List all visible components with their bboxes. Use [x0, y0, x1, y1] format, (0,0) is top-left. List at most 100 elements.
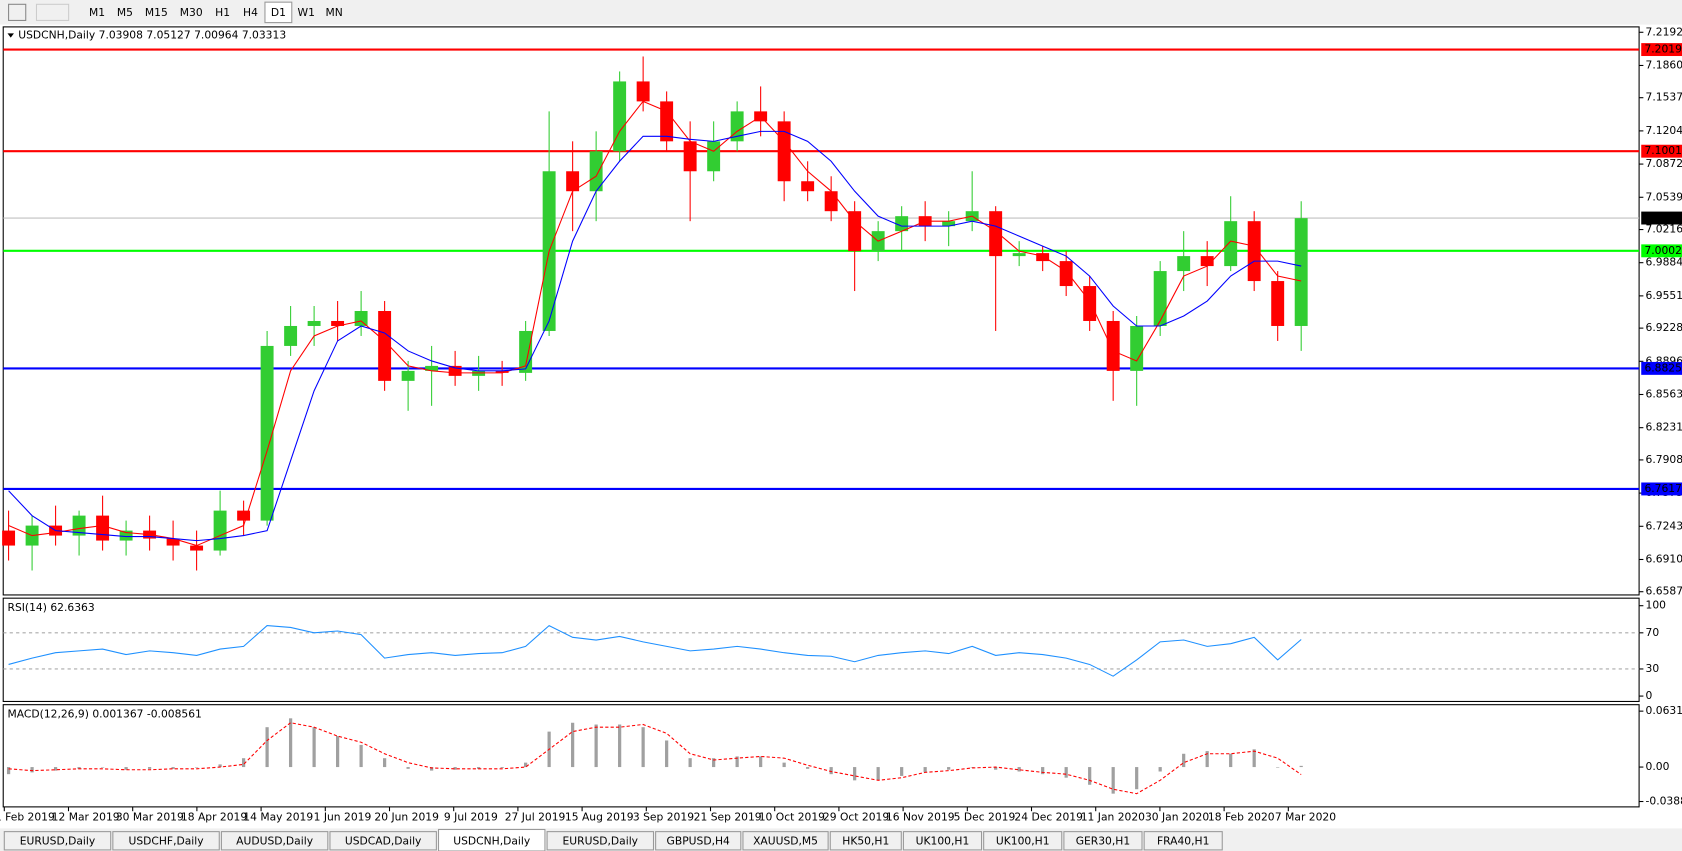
candle-body [1130, 325, 1144, 371]
tab[interactable] [1143, 831, 1223, 851]
macd-bar [571, 722, 575, 768]
x-tick-label: 15 Aug 2019 [565, 811, 634, 824]
y-tick-label: 6.98840 [1646, 256, 1682, 269]
x-tick-label: 29 Oct 2019 [823, 811, 889, 824]
tab[interactable] [983, 831, 1063, 851]
tab[interactable] [902, 831, 983, 851]
candle-body [1224, 221, 1238, 267]
macd-bar [218, 764, 222, 768]
tab-label[interactable]: AUDUSD,Daily [236, 834, 314, 847]
y-tick-label: 7.21925 [1646, 25, 1682, 38]
tab-label[interactable]: USDCAD,Daily [345, 834, 422, 847]
current-price-tag [1641, 211, 1682, 225]
tab-label[interactable]: EURUSD,Daily [563, 834, 639, 847]
y-tick-label: -0.038877 [1646, 795, 1682, 808]
tab-label[interactable]: HK50,H1 [842, 834, 889, 847]
timeframe-button[interactable]: M5 [117, 6, 133, 19]
macd-bar [853, 767, 857, 781]
timeframe-button[interactable]: H1 [215, 6, 230, 19]
timeframe-button[interactable]: D1 [271, 6, 286, 19]
candle-body [307, 320, 321, 326]
tab[interactable] [655, 831, 742, 851]
x-tick-label: 9 Jul 2019 [444, 811, 498, 824]
tab[interactable] [742, 831, 829, 851]
candle-body [989, 211, 1003, 257]
macd-bar [994, 767, 998, 770]
candle-body [1036, 253, 1050, 262]
candle-body [260, 345, 274, 521]
tab[interactable] [329, 831, 437, 851]
tab-label[interactable]: XAUUSD,M5 [753, 834, 818, 847]
y-tick-label: 0.063113 [1646, 704, 1682, 717]
tab[interactable] [829, 831, 902, 851]
macd-bar [688, 758, 692, 768]
tab[interactable] [1063, 831, 1143, 851]
candle-body [425, 365, 439, 371]
macd-bar [453, 767, 457, 770]
tab[interactable] [220, 831, 329, 851]
macd-bar [524, 762, 528, 768]
macd-bar [806, 767, 810, 769]
tab-label[interactable]: USDCNH,Daily [453, 834, 531, 847]
timeframe-button[interactable]: M1 [89, 6, 105, 19]
moving-average [8, 100, 1302, 547]
current-price-label: 7.03313 [1644, 211, 1682, 224]
level-tag [1641, 361, 1682, 375]
tab-label[interactable]: UK100,H1 [996, 834, 1050, 847]
tab-label[interactable]: USDCHF,Daily [128, 834, 204, 847]
candle-body [1012, 253, 1026, 257]
macd-bar [1205, 751, 1209, 768]
tab-label[interactable]: UK100,H1 [916, 834, 970, 847]
candle-body [566, 171, 580, 192]
macd-bar [1041, 767, 1045, 775]
x-tick-label: 20 Jun 2019 [374, 811, 439, 824]
tab-label[interactable]: GBPUSD,H4 [667, 834, 730, 847]
tab-active[interactable] [437, 828, 546, 851]
macd-bar [1135, 767, 1139, 790]
macd-bar [782, 762, 786, 768]
macd-bar [1088, 767, 1092, 785]
tab[interactable] [3, 831, 112, 851]
chart-title: USDCNH,Daily 7.03908 7.05127 7.00964 7.0… [18, 28, 286, 41]
macd-bar [430, 767, 434, 771]
macd-bar [594, 724, 598, 768]
candle-body [448, 365, 462, 376]
y-tick-label: 7.05395 [1646, 190, 1682, 203]
macd-bar [1111, 767, 1115, 794]
rsi-title: RSI(14) 62.6363 [8, 601, 95, 614]
tab-label[interactable]: GER30,H1 [1076, 834, 1130, 847]
y-tick-label: 6.65875 [1646, 585, 1682, 598]
level-tag [1641, 482, 1682, 496]
candle-body [660, 101, 674, 142]
macd-bar [970, 767, 974, 768]
macd-bar [171, 767, 175, 769]
timeframe-button[interactable]: H4 [243, 6, 258, 19]
macd-bar [406, 767, 410, 769]
timeframe-button[interactable]: M30 [180, 6, 203, 19]
tool-icon[interactable] [35, 3, 70, 21]
tab-label[interactable]: FRA40,H1 [1157, 834, 1209, 847]
y-tick-label: 7.18600 [1646, 58, 1682, 71]
rsi-panel [2, 597, 1640, 702]
menu-arrow[interactable] [7, 33, 14, 38]
candle-body [1247, 221, 1261, 282]
tab-label[interactable]: EURUSD,Daily [20, 834, 96, 847]
tab[interactable] [112, 831, 220, 851]
tab[interactable] [546, 831, 655, 851]
timeframe-button[interactable]: MN [326, 6, 343, 19]
macd-bar [641, 727, 645, 768]
candle-body [1271, 281, 1285, 326]
candle-body [848, 211, 862, 252]
level-label: 7.10011 [1644, 144, 1682, 157]
x-tick-label: 18 Apr 2019 [181, 811, 247, 824]
x-tick-label: 12 Mar 2019 [52, 811, 120, 824]
timeframe-active [264, 1, 293, 24]
timeframe-button[interactable]: M15 [145, 6, 168, 19]
x-tick-label: 21 Feb 2019 [0, 811, 55, 824]
macd-bar [829, 767, 833, 775]
y-tick-label: 6.79080 [1646, 453, 1682, 466]
candle-body [613, 81, 627, 152]
macd-bar [923, 767, 927, 773]
timeframe-button[interactable]: W1 [298, 6, 315, 19]
tool-icon[interactable] [8, 3, 27, 21]
